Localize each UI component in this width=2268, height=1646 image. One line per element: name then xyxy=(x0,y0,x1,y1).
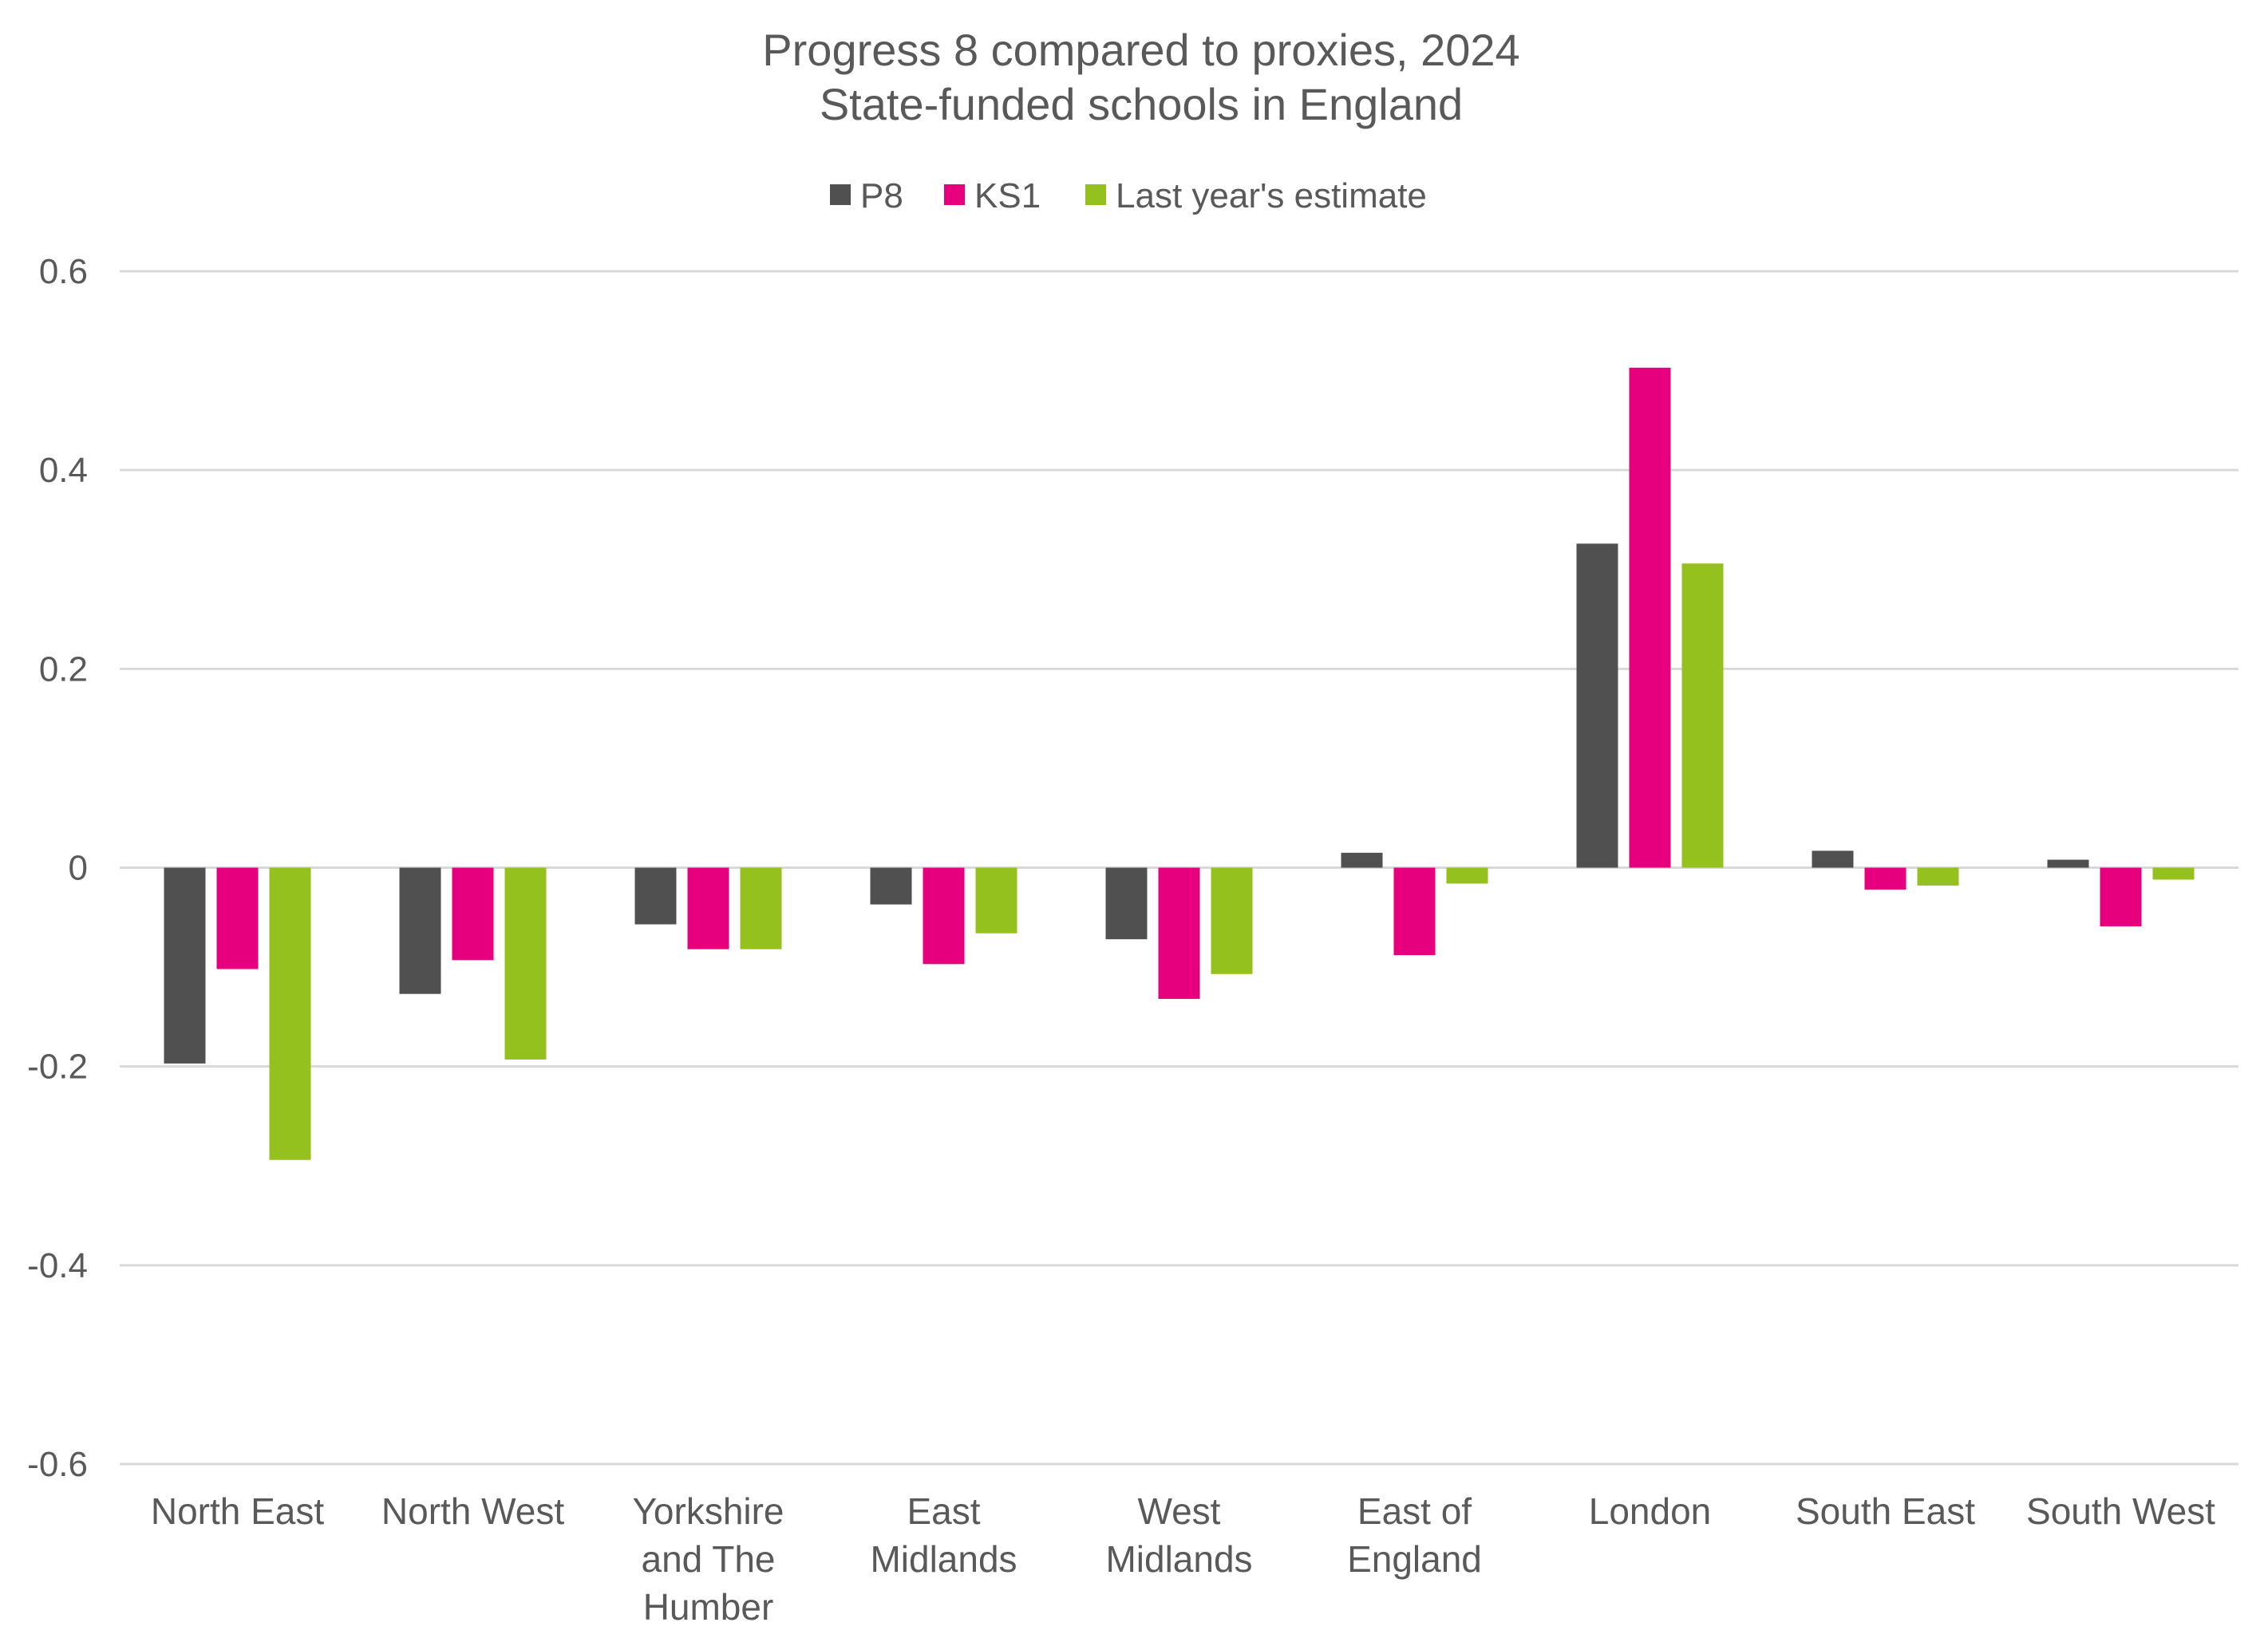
chart-title: Progress 8 compared to proxies, 2024Stat… xyxy=(762,25,1519,129)
x-category-label-6-2: England xyxy=(1347,1538,1482,1580)
bar-3-1 xyxy=(269,867,311,1160)
y-tick-label-6: -0.4 xyxy=(27,1246,88,1285)
bar-1-9 xyxy=(2047,859,2089,868)
bar-2-7 xyxy=(1629,367,1671,868)
x-category-label-7-1: London xyxy=(1589,1490,1712,1532)
y-tick-label-2: 0.4 xyxy=(39,451,88,490)
bar-2-8 xyxy=(1864,867,1906,890)
bar-2-9 xyxy=(2100,867,2142,927)
bar-3-3 xyxy=(740,867,782,949)
bar-1-3 xyxy=(634,867,677,925)
x-category-label-4-1: East xyxy=(907,1490,980,1532)
y-tick-label-4: 0 xyxy=(69,849,88,888)
x-category-label-8-1: South East xyxy=(1796,1490,1975,1532)
bar-2-1 xyxy=(216,867,259,969)
bar-1-5 xyxy=(1105,867,1148,940)
legend-label-3: Last year's estimate xyxy=(1116,176,1427,215)
y-tick-label-1: 0.6 xyxy=(39,252,88,291)
bar-2-5 xyxy=(1158,867,1200,999)
x-category-label-9-1: South West xyxy=(2026,1490,2215,1532)
bar-3-7 xyxy=(1681,563,1724,868)
bar-3-9 xyxy=(2152,867,2195,880)
legend-label-2: KS1 xyxy=(974,176,1041,215)
legend: P8 KS1 Last year's estimate xyxy=(830,176,1427,215)
x-category-label-6-1: East of xyxy=(1357,1490,1472,1532)
bar-1-4 xyxy=(870,867,912,905)
bar-1-6 xyxy=(1341,852,1383,868)
x-category-label-1-1: North East xyxy=(151,1490,325,1532)
chart-title-line-1: Progress 8 compared to proxies, 2024 xyxy=(762,25,1519,75)
bar-1-8 xyxy=(1812,851,1854,868)
chart-title-line-2: State-funded schools in England xyxy=(820,79,1463,129)
x-category-label-4-2: Midlands xyxy=(870,1538,1017,1580)
bars xyxy=(164,367,2195,1160)
y-tick-label-3: 0.2 xyxy=(39,649,88,689)
y-tick-label-5: -0.2 xyxy=(27,1048,88,1087)
bar-3-5 xyxy=(1211,867,1253,974)
bar-2-3 xyxy=(687,867,729,949)
legend-label-1: P8 xyxy=(860,176,903,215)
bar-3-4 xyxy=(975,867,1017,934)
bar-2-2 xyxy=(452,867,494,961)
bar-3-8 xyxy=(1917,867,1959,886)
bar-3-2 xyxy=(504,867,547,1060)
x-category-label-3-2: and The xyxy=(642,1538,776,1580)
legend-swatch-2 xyxy=(944,184,965,205)
bar-1-1 xyxy=(164,867,206,1064)
x-axis-category-labels: North East North West Yorkshire and The Humb… xyxy=(151,1490,2215,1628)
x-category-label-5-2: Midlands xyxy=(1105,1538,1252,1580)
bar-2-4 xyxy=(923,867,965,965)
x-category-label-2-1: North West xyxy=(381,1490,564,1532)
y-tick-label-7: -0.6 xyxy=(27,1445,88,1484)
bar-3-6 xyxy=(1446,867,1488,884)
bar-1-2 xyxy=(399,867,441,994)
y-axis-tick-labels: 0.6 0.4 0.2 0 -0.2 -0.4 -0.6 xyxy=(27,252,88,1484)
x-category-label-5-1: West xyxy=(1138,1490,1221,1532)
legend-swatch-1 xyxy=(830,184,851,205)
legend-swatch-3 xyxy=(1085,184,1106,205)
x-category-label-3-1: Yorkshire xyxy=(632,1490,784,1532)
x-category-label-3-3: Humber xyxy=(643,1586,774,1628)
bar-2-6 xyxy=(1393,867,1436,956)
bar-1-7 xyxy=(1576,543,1618,868)
